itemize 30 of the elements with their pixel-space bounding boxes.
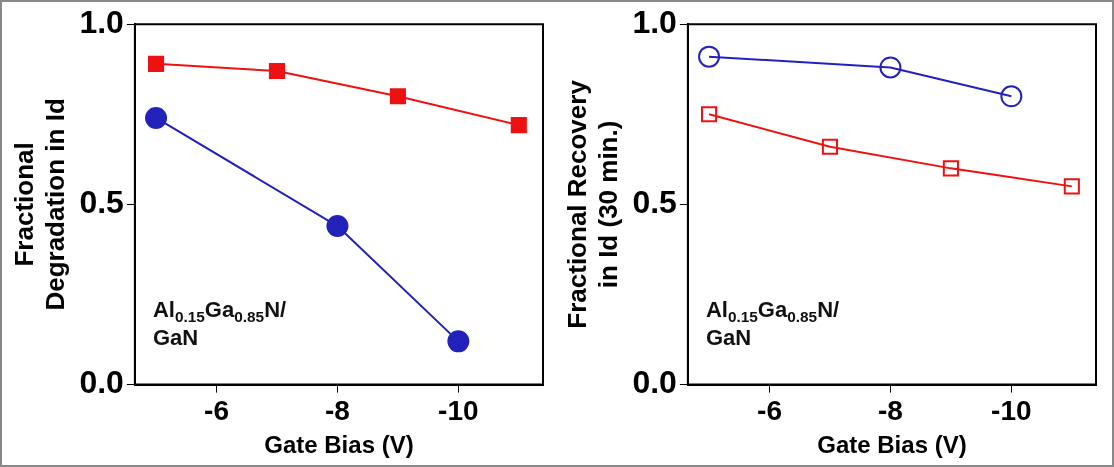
x-tick-label: -10 [991,395,1032,427]
y-tick-label: 1.0 [632,4,677,41]
y-tick-label: 0.5 [79,184,124,221]
point [268,62,286,80]
y-tick-label: 0.0 [632,364,677,401]
point [1063,178,1080,195]
point [879,56,902,79]
point [145,106,168,129]
y-axis-title: Fractional Recovery in Id (30 min.) [561,79,623,329]
point [821,138,839,155]
x-axis-title: Gate Bias (V) [817,431,967,459]
point [698,45,721,68]
x-tick-label: -10 [438,395,479,427]
point [942,160,959,177]
y-tick-label: 0.5 [632,184,677,221]
x-tick-label: -8 [877,395,903,427]
x-tick-label: -8 [324,395,350,427]
point [447,330,470,353]
x-tick-label: -6 [757,395,782,427]
x-axis-title: Gate Bias (V) [264,431,414,459]
y-tick-label: 1.0 [79,4,124,41]
point [700,106,718,123]
x-tick-label: -6 [204,395,229,427]
point [1000,85,1023,108]
point [147,55,165,72]
point [389,88,406,105]
y-axis-title: Fractional Degradation in Id [8,98,70,311]
point [510,117,527,134]
y-tick-label: 0.0 [79,364,124,401]
point [326,215,349,238]
